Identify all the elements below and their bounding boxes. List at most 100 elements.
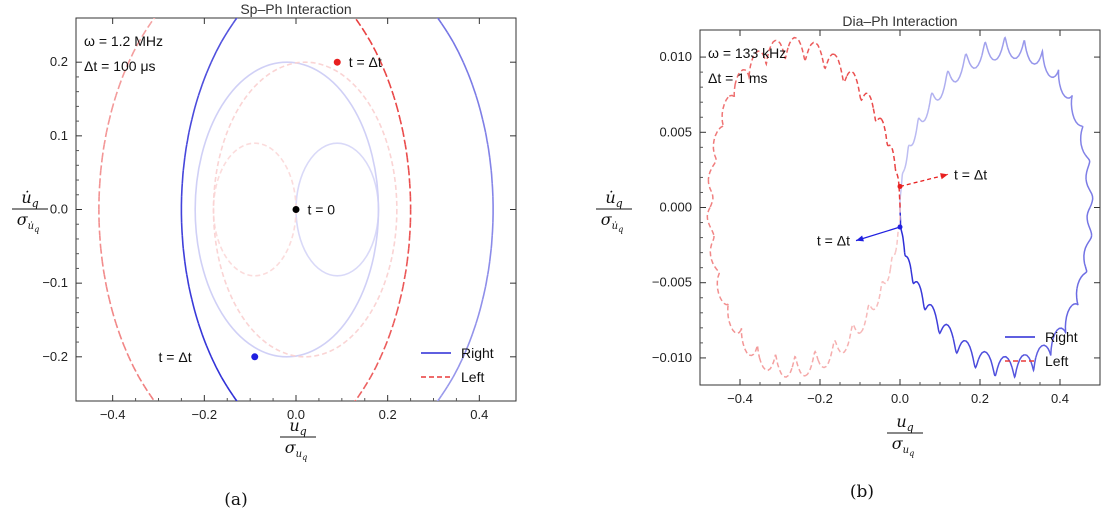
series-line — [180, 222, 184, 236]
series-line — [1006, 39, 1026, 60]
series-line — [226, 386, 234, 397]
series-line — [791, 355, 806, 377]
series-line — [220, 376, 228, 388]
x-axis-label-numerator: uq — [896, 412, 913, 434]
series-line — [199, 443, 207, 447]
series-line — [404, 261, 408, 275]
x-tick-label: −0.4 — [100, 407, 126, 422]
series-line — [408, 183, 412, 197]
series-line — [1024, 353, 1037, 373]
series-line — [212, 61, 398, 358]
x-tick-label: 0.0 — [287, 407, 305, 422]
series-line — [232, 395, 238, 401]
series-line — [408, 222, 412, 236]
series-line — [105, 119, 111, 133]
series-line — [180, 183, 184, 197]
series-line — [926, 303, 940, 333]
series-line — [364, 376, 372, 388]
chart-title: Sp–Ph Interaction — [240, 1, 351, 17]
series-line — [191, 107, 196, 120]
series-line — [763, 39, 777, 67]
series-line — [215, 366, 223, 378]
y-axis-label-numerator: u̇q — [605, 188, 622, 210]
series-line — [406, 157, 410, 171]
series-line — [422, 412, 429, 419]
series-line — [928, 92, 940, 108]
series-line — [870, 282, 883, 311]
parameter-label: Δt = 100 μs — [84, 58, 156, 74]
series-line — [220, 31, 228, 43]
parameter-label: Δt = 1 ms — [708, 70, 768, 86]
series-line — [157, 404, 164, 412]
panel-caption: (a) — [224, 490, 247, 510]
series-line — [184, 433, 191, 439]
series-line — [119, 72, 125, 85]
series-line — [370, 451, 378, 454]
legend: Right Left — [1005, 329, 1078, 369]
series-line — [1039, 48, 1052, 78]
series-line — [115, 322, 121, 335]
marker-point — [897, 183, 903, 189]
series-line — [326, 426, 333, 432]
series-line — [457, 51, 465, 63]
series-line — [938, 323, 955, 339]
series-line — [707, 179, 714, 208]
series-line — [994, 355, 1013, 377]
series-line — [481, 286, 487, 300]
series-line — [210, 356, 217, 368]
series-line — [436, 18, 443, 24]
series-line — [471, 84, 477, 97]
y-axis-label-denominator: σu̇q — [601, 210, 624, 234]
series-line — [846, 70, 862, 100]
series-line — [1070, 97, 1083, 127]
series-line — [354, 395, 360, 401]
y-axis-label: u̇qσu̇q — [596, 188, 632, 234]
series-line — [415, 420, 422, 427]
series-line — [99, 170, 102, 184]
series-line — [111, 311, 117, 324]
series-line — [1023, 40, 1042, 65]
y-axis-label: u̇qσu̇q — [12, 188, 48, 234]
series-line — [98, 222, 101, 236]
chart-title: Dia–Ph Interaction — [842, 13, 957, 29]
series-line — [380, 345, 387, 358]
series-line — [758, 354, 777, 372]
series-line — [952, 338, 966, 355]
series-line — [900, 228, 906, 253]
series-line — [1050, 69, 1061, 85]
series-line — [252, 420, 259, 427]
series-line — [848, 323, 862, 339]
series-line — [181, 235, 185, 249]
series-line — [407, 235, 411, 249]
series-line — [201, 334, 208, 347]
series-line — [210, 51, 217, 63]
series-line — [713, 266, 721, 289]
series-line — [143, 22, 152, 33]
marker-point — [333, 58, 341, 66]
legend-label: Left — [1045, 353, 1068, 369]
series-line — [490, 235, 493, 249]
series-line — [888, 144, 897, 169]
panel-caption: (b) — [850, 482, 874, 502]
series-line — [406, 248, 410, 262]
series-line — [123, 345, 130, 358]
series-line — [177, 426, 184, 432]
series-line — [402, 131, 407, 145]
series-line — [388, 322, 395, 335]
series-line — [396, 299, 401, 312]
series-line — [115, 84, 121, 97]
series-line — [396, 107, 401, 120]
x-tick-label: 0.2 — [379, 407, 397, 422]
series-line — [727, 305, 741, 335]
series-line — [364, 31, 372, 43]
series-line — [452, 41, 460, 53]
y-tick-label: −0.2 — [42, 349, 68, 364]
series-line — [98, 183, 101, 197]
series-line — [721, 96, 729, 127]
series-line — [163, 0, 170, 7]
series-line — [478, 299, 484, 312]
series-line — [484, 274, 489, 288]
series-line — [1083, 235, 1093, 267]
series-line — [378, 448, 386, 452]
series-line — [407, 170, 411, 184]
